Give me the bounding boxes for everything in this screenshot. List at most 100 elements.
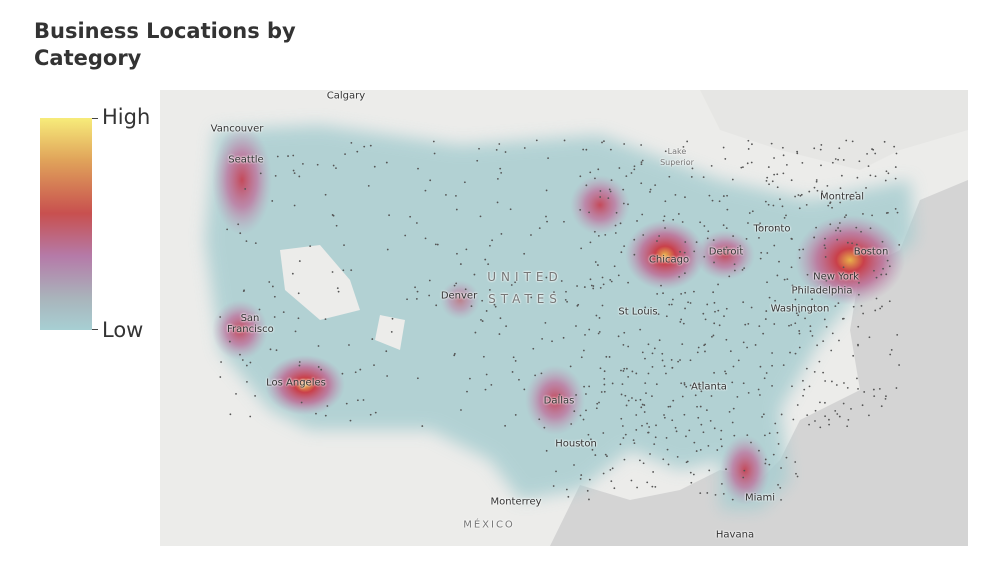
point (760, 251, 763, 254)
point (373, 165, 376, 168)
point (825, 325, 828, 328)
point (809, 330, 812, 333)
point (300, 401, 303, 404)
point (860, 304, 863, 307)
point (640, 144, 643, 146)
point (771, 180, 774, 183)
point (851, 140, 854, 143)
point (588, 211, 590, 214)
point (641, 159, 644, 162)
point (275, 349, 278, 352)
point (641, 213, 644, 216)
point (635, 429, 638, 431)
point (611, 467, 614, 470)
point (898, 243, 901, 246)
point (728, 410, 731, 413)
point (609, 148, 612, 151)
point (654, 436, 657, 439)
point (424, 189, 427, 192)
point (565, 290, 567, 293)
map-label: Havana (715, 529, 755, 541)
point (294, 330, 297, 333)
point (302, 162, 304, 165)
point (776, 228, 779, 231)
point (603, 140, 605, 143)
point (494, 305, 497, 308)
point (708, 469, 711, 472)
point (777, 483, 779, 486)
point (798, 332, 801, 335)
point (336, 287, 339, 290)
point (741, 269, 744, 271)
point (564, 298, 567, 301)
point (644, 382, 647, 385)
legend-gradient (40, 118, 92, 330)
point (588, 478, 591, 481)
point (778, 260, 780, 263)
point (651, 365, 654, 368)
map-label: Vancouver (210, 123, 264, 135)
point (871, 214, 873, 217)
point (746, 162, 749, 165)
point (613, 487, 616, 490)
point (651, 485, 654, 488)
point (390, 331, 393, 333)
point (684, 241, 687, 243)
point (794, 195, 796, 198)
point (798, 311, 801, 313)
point (653, 347, 656, 350)
point (663, 416, 666, 419)
point (794, 352, 797, 355)
point (788, 324, 790, 327)
point (823, 244, 826, 247)
point (851, 242, 854, 245)
point (623, 143, 626, 145)
point (602, 472, 605, 475)
point (786, 278, 789, 281)
point (829, 223, 832, 226)
point (588, 498, 590, 501)
point (829, 202, 831, 204)
point (806, 273, 809, 276)
point (798, 346, 801, 349)
point (676, 455, 679, 458)
map-label: Montreal (820, 191, 864, 203)
point (530, 234, 532, 236)
point (609, 278, 612, 281)
point (849, 198, 852, 201)
point (850, 407, 852, 410)
point (665, 437, 668, 439)
point (545, 276, 548, 279)
point (773, 323, 776, 325)
point (831, 161, 834, 164)
point (689, 302, 692, 304)
point (350, 269, 353, 272)
point (773, 244, 776, 247)
point (689, 359, 692, 362)
point (543, 426, 546, 429)
point (763, 434, 766, 437)
point (780, 413, 783, 416)
point (597, 332, 600, 335)
point (820, 164, 822, 167)
point (808, 423, 810, 426)
point (813, 236, 816, 239)
point (538, 418, 541, 421)
point (785, 214, 787, 217)
point (773, 157, 775, 159)
point (244, 188, 247, 190)
point (589, 241, 592, 244)
point (820, 144, 823, 146)
point (779, 486, 782, 489)
point (887, 172, 890, 175)
point (638, 459, 641, 462)
point (814, 420, 816, 422)
point (823, 277, 826, 280)
point (722, 224, 725, 227)
point (601, 276, 604, 279)
point (823, 196, 826, 199)
point (428, 294, 431, 297)
point (560, 280, 563, 282)
point (883, 249, 885, 252)
point (603, 383, 606, 386)
